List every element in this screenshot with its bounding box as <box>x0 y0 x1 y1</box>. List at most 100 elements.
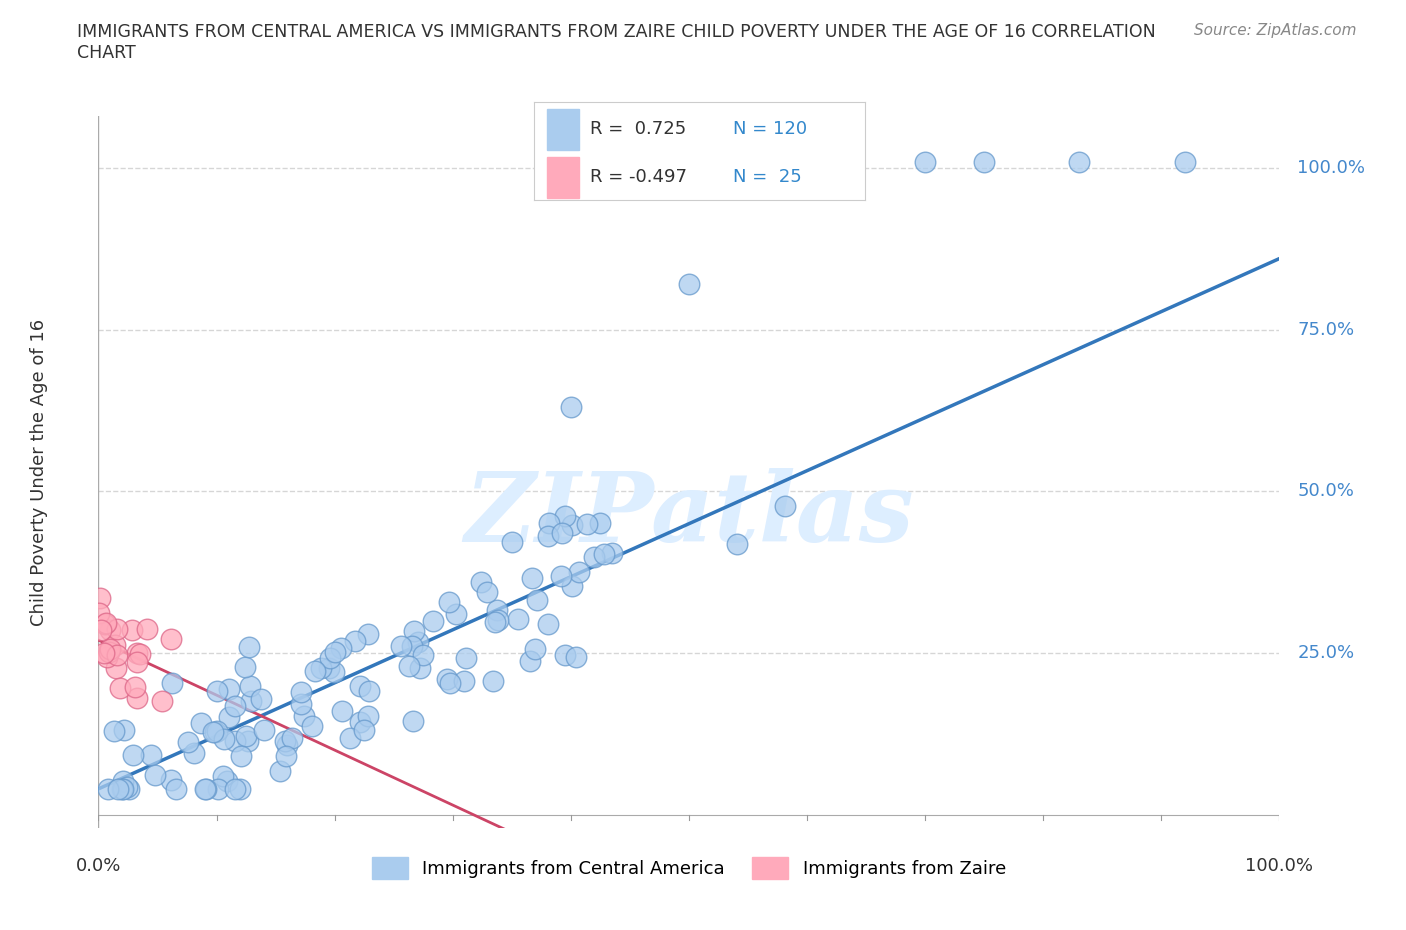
Point <box>218 710 240 724</box>
Point <box>436 671 458 686</box>
Point <box>276 737 298 752</box>
Point <box>159 632 181 647</box>
Text: ZIPatlas: ZIPatlas <box>464 468 914 562</box>
FancyBboxPatch shape <box>547 157 579 198</box>
Point <box>349 714 371 729</box>
Point <box>329 641 352 656</box>
Point <box>229 749 252 764</box>
Text: 100.0%: 100.0% <box>1298 159 1365 177</box>
Point <box>98 643 121 658</box>
Point <box>195 781 218 796</box>
Point <box>111 781 134 796</box>
Point <box>576 516 599 531</box>
Text: R =  0.725: R = 0.725 <box>591 120 686 138</box>
Point <box>475 584 498 599</box>
Point <box>118 781 141 796</box>
Point <box>678 277 700 292</box>
Point <box>439 594 461 609</box>
Point <box>398 658 420 673</box>
Point <box>107 622 129 637</box>
Point <box>139 748 162 763</box>
Point <box>107 781 129 796</box>
Point <box>105 647 128 662</box>
Point <box>550 568 572 583</box>
Point <box>561 517 583 532</box>
Point <box>121 622 143 637</box>
Point <box>537 528 560 543</box>
Point <box>236 734 259 749</box>
Point <box>204 725 226 740</box>
Point <box>190 715 212 730</box>
Point <box>249 692 271 707</box>
Point <box>401 638 423 653</box>
Point <box>105 660 128 675</box>
Text: N = 120: N = 120 <box>733 120 807 138</box>
Point <box>274 748 297 763</box>
Point <box>127 691 149 706</box>
Point <box>353 723 375 737</box>
Point <box>538 515 561 530</box>
Point <box>224 734 246 749</box>
Point <box>98 622 121 637</box>
Point <box>235 729 257 744</box>
Point <box>554 647 576 662</box>
Point <box>323 644 346 659</box>
Point <box>408 634 430 649</box>
Point <box>224 781 246 796</box>
Point <box>205 724 228 738</box>
Text: N =  25: N = 25 <box>733 167 801 185</box>
Point <box>401 713 423 728</box>
Point <box>90 623 112 638</box>
Point <box>150 694 173 709</box>
Point <box>194 781 217 796</box>
Point <box>446 607 468 622</box>
Point <box>96 649 118 664</box>
Point <box>349 679 371 694</box>
Point <box>523 641 546 656</box>
Text: 75.0%: 75.0% <box>1298 321 1354 339</box>
Point <box>207 781 229 796</box>
Point <box>583 550 606 565</box>
Point <box>482 673 505 688</box>
Point <box>112 723 135 737</box>
Point <box>526 592 548 607</box>
Point <box>233 659 256 674</box>
Point <box>103 724 125 738</box>
Point <box>568 565 591 579</box>
Point <box>1174 154 1197 169</box>
Point <box>323 664 346 679</box>
Text: IMMIGRANTS FROM CENTRAL AMERICA VS IMMIGRANTS FROM ZAIRE CHILD POVERTY UNDER THE: IMMIGRANTS FROM CENTRAL AMERICA VS IMMIG… <box>77 23 1156 62</box>
Point <box>914 154 936 169</box>
Point <box>357 709 380 724</box>
Point <box>177 735 200 750</box>
Point <box>218 682 240 697</box>
Point <box>973 154 995 169</box>
Point <box>160 675 183 690</box>
Point <box>110 681 132 696</box>
Point <box>104 637 127 652</box>
Point <box>224 699 246 714</box>
Point <box>519 653 541 668</box>
Legend: Immigrants from Central America, Immigrants from Zaire: Immigrants from Central America, Immigra… <box>364 850 1014 886</box>
Point <box>240 694 263 709</box>
Point <box>412 647 434 662</box>
Point <box>143 767 166 782</box>
Point <box>269 764 291 778</box>
Point <box>551 525 574 540</box>
Point <box>404 624 426 639</box>
Point <box>93 645 115 660</box>
Point <box>561 578 583 593</box>
Point <box>205 684 228 699</box>
Point <box>470 575 492 590</box>
Point <box>290 697 312 711</box>
Point <box>280 731 302 746</box>
Point <box>98 644 121 659</box>
Point <box>214 732 236 747</box>
Text: 0.0%: 0.0% <box>76 857 121 875</box>
Point <box>252 723 274 737</box>
Point <box>391 638 413 653</box>
Point <box>304 664 326 679</box>
Point <box>422 614 444 629</box>
Point <box>129 646 152 661</box>
Point <box>89 591 111 605</box>
